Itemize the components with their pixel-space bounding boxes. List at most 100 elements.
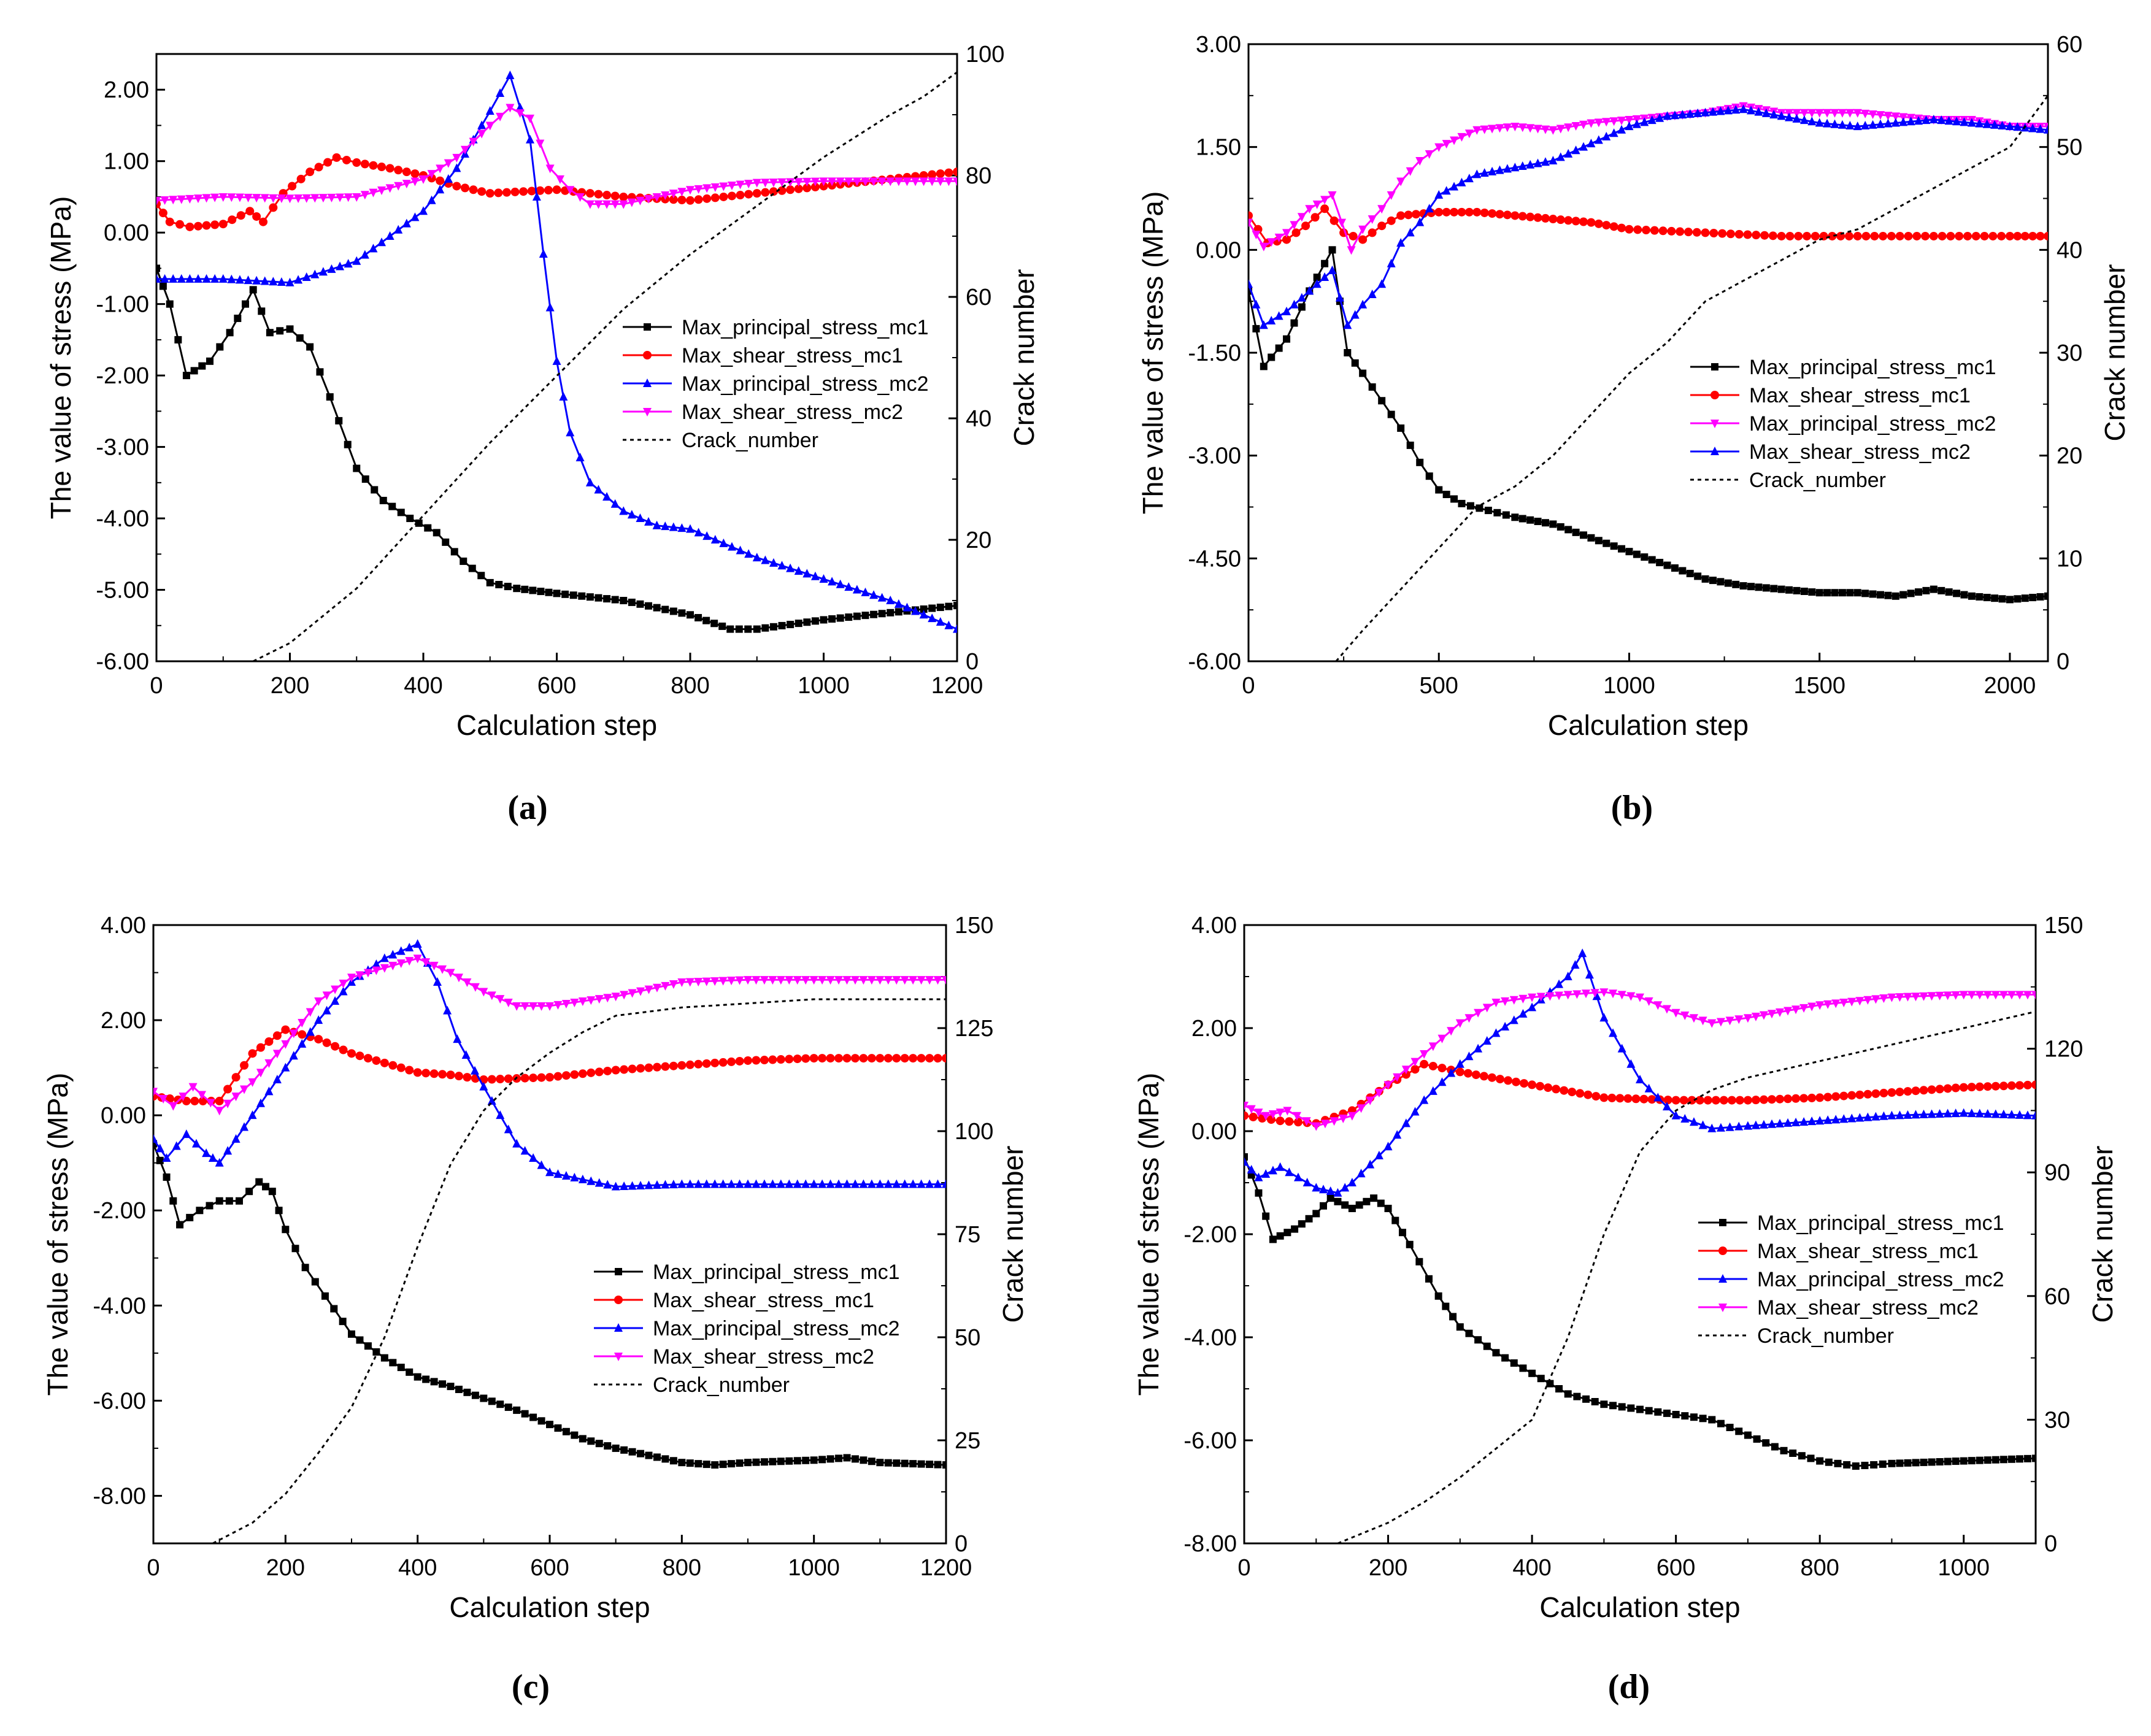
series-marker	[1255, 1189, 1263, 1197]
series-marker	[1667, 226, 1676, 236]
panel-label: (a)	[507, 789, 547, 827]
series-marker	[1887, 1110, 1896, 1120]
series-marker	[1644, 997, 1653, 1006]
y2-tick-label: 80	[966, 163, 991, 189]
series-marker	[1526, 212, 1535, 221]
series-marker	[306, 1027, 315, 1036]
series-marker	[1734, 229, 1744, 239]
series-marker	[519, 187, 528, 196]
y-tick-label: 2.00	[101, 1008, 146, 1034]
series-marker	[1252, 325, 1260, 332]
series-marker	[1703, 1096, 1712, 1105]
series-marker	[561, 1171, 571, 1180]
series-marker	[1762, 1439, 1770, 1447]
series-marker	[512, 1139, 521, 1148]
series-marker	[877, 177, 887, 186]
series-marker	[579, 1435, 587, 1443]
series-marker	[1967, 118, 1976, 127]
y2-tick-label: 30	[2057, 340, 2082, 366]
series-marker	[430, 1378, 438, 1386]
series-marker	[752, 189, 761, 198]
series-marker	[228, 215, 237, 225]
y-tick-label: 4.00	[1191, 913, 1237, 939]
series-marker	[1997, 231, 2006, 240]
y-axis-label: The value of stress (MPa)	[1133, 1073, 1164, 1396]
series-marker	[694, 528, 703, 537]
series-marker	[1268, 353, 1276, 361]
series-marker	[566, 186, 575, 195]
series-marker	[652, 1180, 661, 1189]
series-marker	[206, 357, 214, 365]
series-marker	[875, 976, 885, 985]
series-marker	[1571, 217, 1580, 226]
series-marker	[1420, 1095, 1429, 1104]
series-marker	[288, 182, 297, 191]
y-tick-label: -1.50	[1188, 340, 1241, 366]
x-tick-label: 800	[1800, 1555, 1839, 1581]
series-marker	[436, 176, 445, 185]
y2-axis-label: Crack number	[997, 1146, 1029, 1323]
series-marker	[433, 529, 441, 537]
series-marker	[836, 614, 844, 622]
series-marker	[686, 186, 695, 195]
series-marker	[1641, 553, 1649, 561]
legend-entry: Max_shear_stress_mc2	[682, 401, 903, 424]
series-marker	[686, 524, 695, 533]
series-marker	[1267, 315, 1276, 325]
series-marker	[1495, 165, 1504, 174]
series-marker	[1617, 991, 1626, 1000]
plot-frame	[1247, 43, 2049, 663]
series-marker	[344, 259, 353, 268]
series-marker	[353, 464, 361, 472]
series-marker	[561, 590, 569, 598]
series-marker	[685, 1179, 695, 1188]
series-marker	[1717, 1419, 1725, 1427]
series-marker	[326, 393, 334, 401]
series-marker	[536, 139, 545, 148]
series-marker	[942, 1461, 946, 1469]
series-marker	[1320, 196, 1329, 205]
series-marker	[515, 102, 525, 112]
series-marker	[1355, 1201, 1363, 1209]
series-marker	[2036, 231, 2045, 240]
series-marker	[156, 274, 161, 283]
series-marker	[336, 261, 345, 271]
series-marker	[1396, 238, 1406, 247]
series-marker	[226, 329, 234, 337]
series-marker	[331, 1042, 340, 1051]
series-marker	[1945, 588, 1953, 596]
series-marker	[1726, 229, 1735, 239]
series-marker	[234, 314, 242, 322]
series-marker	[909, 976, 918, 985]
series-marker	[235, 193, 244, 202]
series-marker	[1276, 1116, 1285, 1126]
series-marker	[1983, 991, 1992, 1000]
series-marker	[794, 566, 803, 575]
series-marker	[917, 1179, 926, 1188]
series-marker	[569, 591, 577, 599]
series-marker	[842, 1054, 852, 1063]
series-marker	[652, 983, 661, 993]
series-marker	[710, 620, 718, 628]
series-marker	[1839, 1091, 1849, 1100]
series-marker	[661, 1455, 669, 1463]
series-marker	[160, 196, 169, 205]
series-marker	[1760, 231, 1769, 240]
series-marker	[218, 193, 228, 202]
series-marker	[218, 274, 228, 283]
series-marker	[175, 220, 185, 229]
series-marker	[1791, 1094, 1801, 1103]
series-marker	[360, 250, 369, 259]
series-marker	[380, 964, 389, 973]
series-marker	[537, 1073, 546, 1082]
series-marker	[893, 1459, 901, 1467]
series-marker	[669, 522, 678, 531]
series-marker	[163, 1173, 171, 1181]
series-marker	[206, 1099, 215, 1108]
series-marker	[1623, 1094, 1633, 1103]
series-marker	[352, 256, 361, 265]
series-marker	[744, 549, 753, 558]
series-marker	[1591, 1092, 1601, 1101]
series-marker	[777, 561, 787, 570]
y-tick-label: 2.00	[104, 77, 149, 103]
